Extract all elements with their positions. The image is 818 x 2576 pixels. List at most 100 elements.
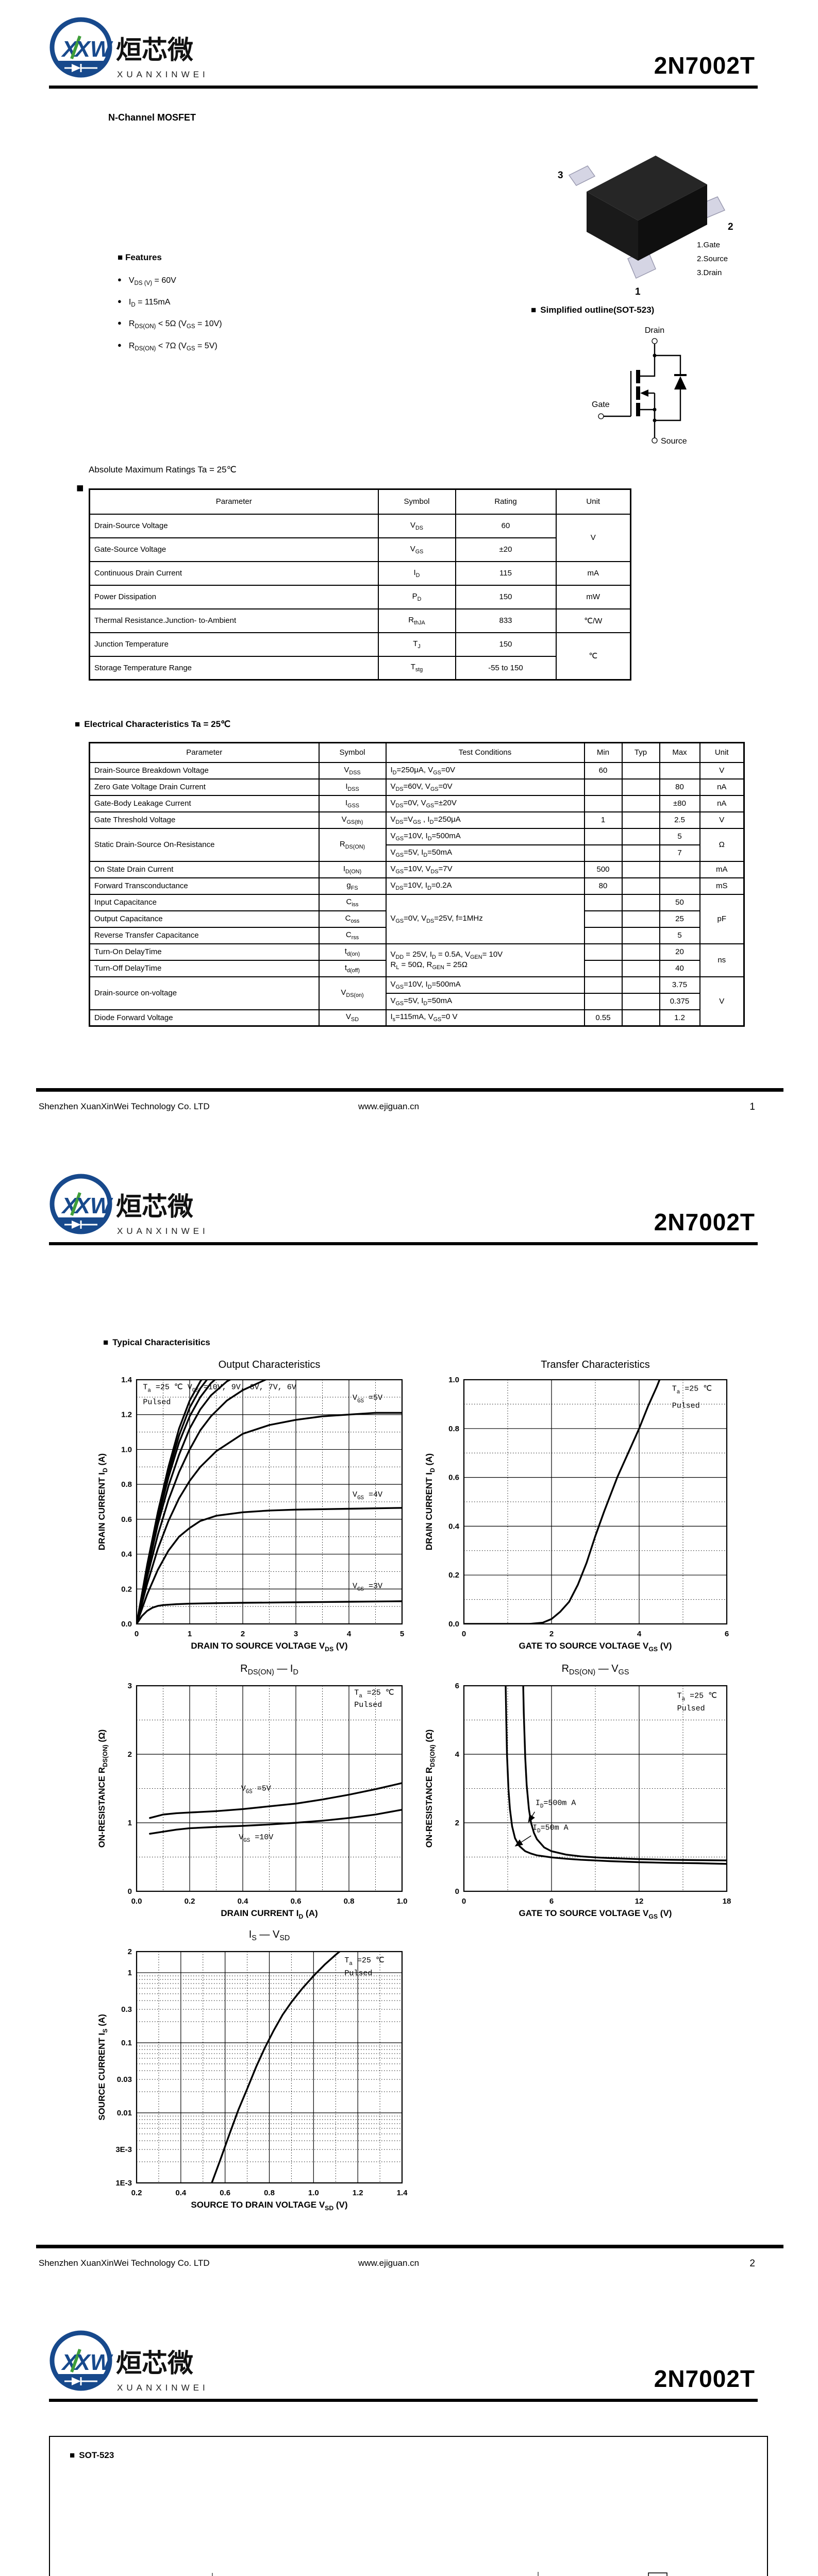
package-pin3-lead: [568, 165, 596, 186]
section-square-icon: ■: [118, 252, 123, 262]
svg-text:0.3: 0.3: [121, 2005, 132, 2014]
table-header-cell: Min: [583, 742, 623, 763]
y-axis-label: DRAIN CURRENT ID (A): [97, 1453, 109, 1550]
y-axis-label: ON-RESISTANCE RDS(ON) (Ω): [424, 1730, 436, 1848]
chart-output-characteristics: 0 1 2 3 4 5 0.0 0.2 0.4 0.6 0.8 1.0 1.2 1.4 Ta =25 ℃ V…: [97, 1376, 404, 1653]
table-cell: VDS=10V, ID=0.2A: [385, 877, 585, 895]
table-cell: [621, 827, 660, 845]
svg-text:1: 1: [128, 1819, 132, 1827]
table-cell: 0.375: [659, 992, 700, 1010]
table-cell: mS: [699, 877, 745, 895]
chart-transfer-characteristics: 0 2 4 6 0.0 0.2 0.4 0.6 0.8 1.0 Ta =25 ℃ Pulsed GATE…: [424, 1376, 729, 1653]
table-cell: [583, 893, 623, 911]
page-1: X XW 烜芯微 XUANXINWEI 2N7002T N-Channel MO…: [0, 0, 818, 1157]
table-cell: Ω: [699, 827, 745, 862]
symbol-source-label: Source: [661, 437, 687, 446]
table-cell: [583, 992, 623, 1010]
table-cell: Continuous Drain Current: [89, 561, 379, 586]
svg-text:0: 0: [135, 1630, 139, 1638]
table-row: Junction Temperature TJ 150 ℃: [89, 632, 631, 681]
chart-annotation: Pulsed: [143, 1398, 171, 1406]
chart-annotation: Ta =25 ℃ VGS =10V, 9V, 8V, 7V, 6V: [143, 1383, 296, 1394]
table-row: Input Capacitance Ciss VGS=0V, VDS=25V, f=…: [89, 893, 745, 944]
mosfet-symbol: Drain Gate Source: [592, 326, 687, 446]
features-heading: ■ Features: [118, 252, 162, 262]
table-cell: [621, 910, 660, 928]
table-cell: ±80: [659, 794, 700, 812]
brand-name-en: XUANXINWEI: [117, 2383, 209, 2393]
table-cell: Power Dissipation: [89, 584, 379, 609]
logo-w-glyph: XW: [74, 37, 113, 62]
page-2: X XW 烜芯微 XUANXINWEI 2N7002T ■ Typical Cha…: [0, 1157, 818, 2313]
chart-annotation: Ta =25 ℃: [344, 1956, 384, 1967]
svg-text:0.0: 0.0: [448, 1620, 459, 1629]
table-cell: VDS(on): [318, 976, 387, 1010]
svg-text:1: 1: [188, 1630, 192, 1638]
table-cell: VGS=5V, ID=50mA: [385, 992, 585, 1010]
outline-heading: ■ Simplified outline(SOT-523): [531, 305, 655, 315]
table-cell: 500: [583, 860, 623, 878]
logo-green-slash: [70, 1192, 81, 1216]
table-row: Storage Temperature Range Tstg -55 to 150: [89, 655, 631, 681]
table-cell: [621, 959, 660, 977]
table-row: Thermal Resistance.Junction- to-Ambient R…: [89, 608, 631, 633]
brand-logo: X XW 烜芯微 XUANXINWEI: [49, 1174, 205, 1236]
logo-w-glyph: XW: [74, 2350, 113, 2375]
symbol-drain-label: Drain: [645, 326, 664, 335]
table-cell: VDS=60V, VGS=0V: [385, 778, 585, 796]
table-cell: ID=250μA, VGS=0V: [385, 761, 585, 779]
chart-series-VGS=5V: [149, 1782, 402, 1819]
svg-text:0.2: 0.2: [121, 1585, 132, 1594]
table-cell: VDD = 25V, ID = 0.5A, VGEN= 10V RL = 50Ω,…: [385, 943, 585, 977]
table-header-cell: Max: [659, 742, 700, 763]
svg-text:6: 6: [455, 1682, 459, 1690]
table-cell: 3.75: [659, 976, 700, 994]
table-cell: 40: [659, 959, 700, 977]
table-cell: ID: [377, 561, 456, 586]
table-header-cell: Test Conditions: [385, 742, 585, 763]
table-row: Turn-Off DelayTime td(off) 40: [89, 959, 744, 977]
chart-annotation: Pulsed: [677, 1704, 705, 1713]
chart-series-ID=50mA: [505, 1686, 727, 1865]
table-cell: VDS: [377, 513, 456, 538]
svg-text:0.01: 0.01: [117, 2109, 132, 2117]
table-header-cell: Unit: [555, 488, 631, 515]
svg-text:2: 2: [241, 1630, 245, 1638]
table-cell: Gate-Source Voltage: [89, 537, 379, 562]
table-cell: [583, 943, 623, 961]
sot523-heading: ■ SOT-523: [70, 2450, 114, 2460]
table-cell: Ciss: [318, 893, 387, 911]
table-cell: 1: [583, 811, 623, 829]
table-cell: IDSS: [318, 778, 387, 796]
table-cell: V: [699, 811, 745, 829]
table-header-cell: Symbol: [377, 488, 456, 515]
chart-annotation: Ta =25 ℃: [354, 1688, 394, 1699]
section-square-icon: ■: [103, 1337, 109, 1347]
table-cell: VDS=0V, VGS=±20V: [385, 794, 585, 812]
table-cell: [621, 926, 660, 944]
svg-text:0.4: 0.4: [448, 1522, 460, 1531]
footer-rule: [36, 1088, 783, 1092]
table-cell: On State Drain Current: [89, 860, 320, 878]
package-pin1-label: 1: [635, 286, 641, 297]
chart-annotation: VGS =3V: [353, 1582, 382, 1593]
svg-text:0.1: 0.1: [121, 2039, 132, 2047]
svg-text:2: 2: [128, 1947, 132, 1956]
table-cell: [621, 778, 660, 796]
table-cell: Drain-Source Breakdown Voltage: [89, 761, 320, 779]
footer-url: www.ejiguan.cn: [358, 2258, 420, 2268]
table-cell: [621, 893, 660, 911]
table-row: Gate-Body Leakage Current IGSS VDS=0V, VGS…: [89, 794, 745, 812]
chart-series-IS vs VSD: [211, 1952, 341, 2183]
footer-company: Shenzhen XuanXinWei Technology Co. LTD: [39, 1101, 210, 1111]
table-row: VGS=5V, ID=50mA 7: [90, 844, 744, 862]
chart-annotation: VGS =10V: [239, 1833, 273, 1844]
table-cell: [621, 877, 660, 895]
features-section: ■ Features ● VDS (V) = 60V ● ID = 115mA ● R…: [118, 252, 406, 352]
logo-diode-icon: [72, 64, 81, 72]
table-cell: 80: [659, 778, 700, 796]
page-3: X XW 烜芯微 XUANXINWEI 2N7002T ■SOT-523 D: [0, 2313, 818, 2576]
typical-heading: ■ Typical Characterisitics: [103, 1337, 210, 1347]
svg-text:0.4: 0.4: [121, 1550, 132, 1559]
chart-annotation: Ta =25 ℃: [672, 1384, 712, 1395]
